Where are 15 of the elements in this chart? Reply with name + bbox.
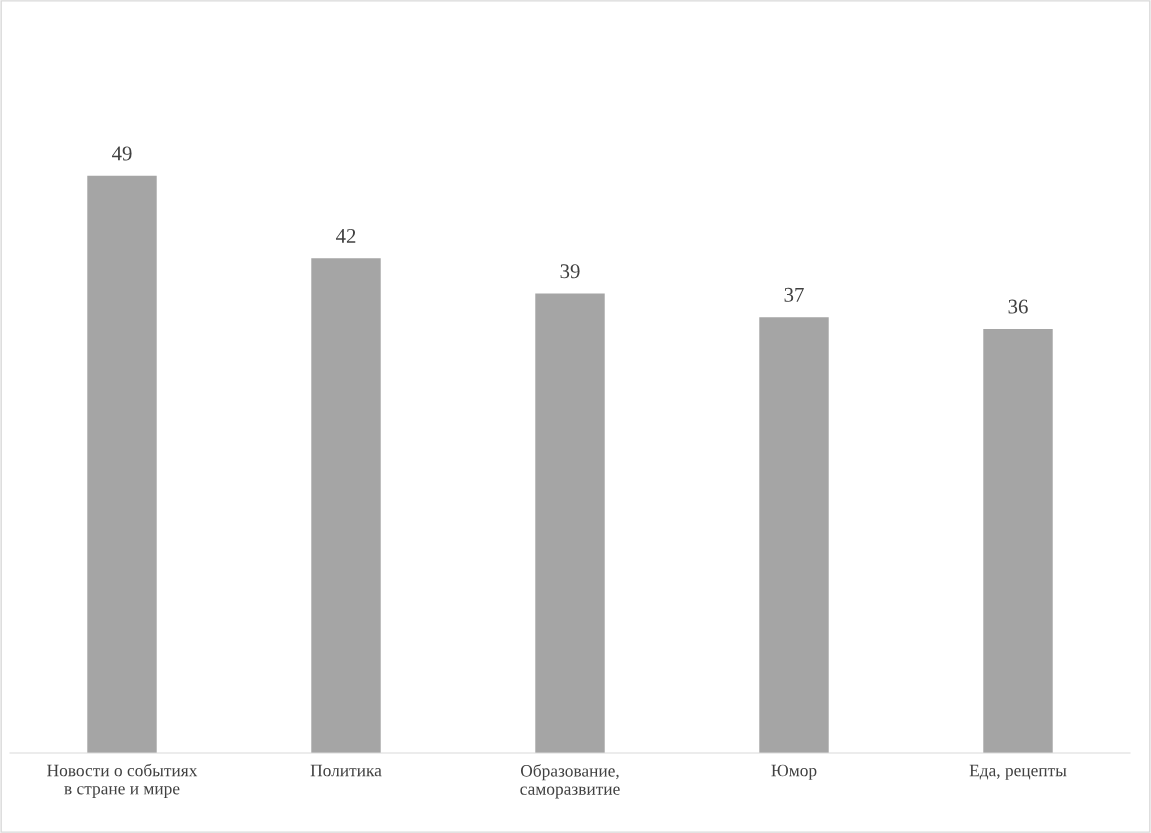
- data-label: 49: [111, 146, 132, 161]
- bar: [983, 328, 1053, 753]
- data-label: 42: [335, 228, 356, 243]
- x-tick-label: Юмор: [771, 764, 817, 780]
- data-label: 36: [1008, 299, 1028, 314]
- bar: [759, 317, 829, 753]
- bar: [87, 175, 157, 753]
- x-tick-label: Новости о событиях в стране и мире: [47, 763, 198, 799]
- bar: [535, 293, 605, 753]
- x-tick-label: Еда, рецепты: [969, 764, 1067, 780]
- data-label: 37: [784, 287, 804, 302]
- data-label: 39: [560, 264, 580, 279]
- x-tick-label: Образование, саморазвитие: [520, 764, 620, 799]
- x-tick-label: Политика: [310, 764, 382, 777]
- bar: [311, 258, 381, 753]
